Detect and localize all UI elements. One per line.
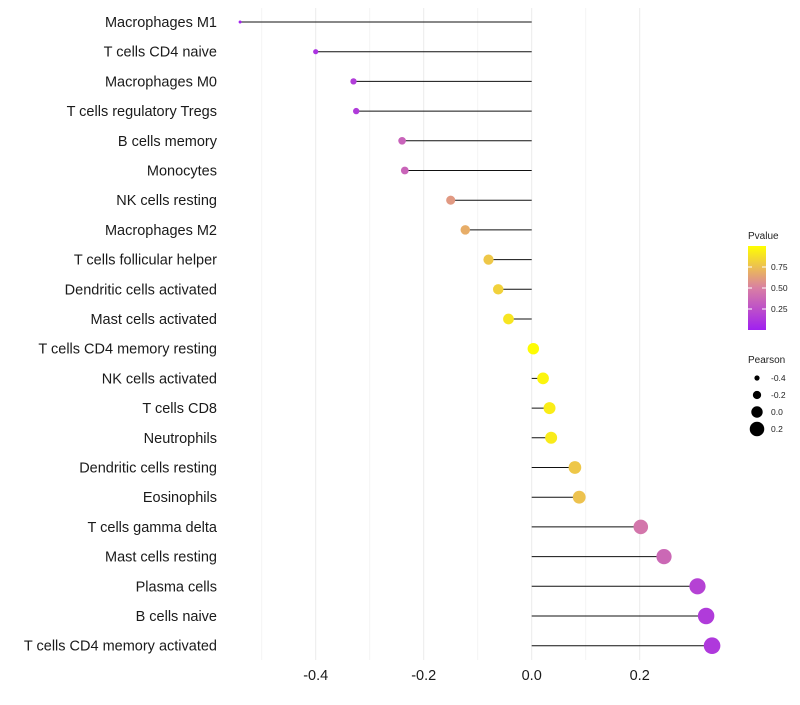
- category-label: T cells follicular helper: [74, 253, 217, 269]
- category-label: NK cells resting: [116, 193, 217, 209]
- pvalue-legend-title: Pvalue: [748, 231, 779, 242]
- data-point: [697, 607, 715, 625]
- data-point: [656, 548, 672, 565]
- size-key-label: -0.4: [771, 373, 786, 383]
- grid-layer: [261, 8, 641, 660]
- colorbar-tick-label: 0.75: [771, 262, 788, 272]
- pearson-legend: Pearson -0.4 -0.2 0.0 0.2: [748, 355, 786, 437]
- data-point: [238, 20, 242, 24]
- category-label: Neutrophils: [144, 431, 217, 447]
- data-point: [400, 166, 409, 175]
- data-point: [568, 461, 582, 474]
- dot-layer: [238, 20, 721, 655]
- category-label: Mast cells activated: [90, 312, 217, 328]
- data-point: [543, 402, 556, 415]
- colorbar-tick-label: 0.25: [771, 304, 788, 314]
- category-label: T cells CD4 memory resting: [38, 342, 217, 358]
- category-label: Plasma cells: [136, 579, 217, 595]
- category-label: NK cells activated: [102, 371, 217, 387]
- pearson-legend-title: Pearson: [748, 355, 785, 366]
- category-label: T cells CD4 memory activated: [24, 639, 217, 655]
- size-key-dot: [749, 421, 765, 437]
- x-tick-label: -0.2: [411, 668, 436, 684]
- y-axis-labels: Macrophages M1 T cells CD4 naive Macrophag…: [24, 15, 218, 655]
- data-point: [503, 313, 514, 325]
- category-label: Dendritic cells resting: [79, 461, 217, 477]
- colorbar-tick-label: 0.50: [771, 283, 788, 293]
- data-point: [398, 136, 406, 145]
- data-point: [353, 107, 360, 115]
- category-label: Dendritic cells activated: [65, 282, 217, 298]
- size-key-dot: [751, 406, 763, 418]
- size-key-dot: [754, 375, 760, 381]
- category-label: Monocytes: [147, 164, 217, 180]
- size-key-label: 0.0: [771, 407, 783, 417]
- data-point: [703, 637, 721, 655]
- x-axis-ticks: -0.4 -0.2 0.0 0.2: [303, 668, 650, 684]
- size-key-dot: [752, 390, 762, 400]
- data-point: [572, 490, 586, 504]
- x-tick-label: 0.0: [522, 668, 542, 684]
- category-label: B cells memory: [118, 134, 218, 150]
- category-label: Macrophages M0: [105, 74, 217, 90]
- data-point: [313, 49, 319, 55]
- pvalue-legend-ticks: 0.25 0.50 0.75: [748, 262, 788, 314]
- category-label: T cells CD8: [142, 401, 217, 417]
- x-tick-label: 0.2: [630, 668, 650, 684]
- category-label: Eosinophils: [143, 490, 217, 506]
- data-point: [689, 578, 706, 595]
- stem-layer: [240, 21, 713, 647]
- data-point: [483, 254, 494, 265]
- x-tick-label: -0.4: [303, 668, 328, 684]
- category-label: B cells naive: [136, 609, 217, 625]
- category-label: T cells gamma delta: [88, 520, 218, 536]
- data-point: [446, 195, 456, 205]
- size-key-label: -0.2: [771, 390, 786, 400]
- pvalue-legend: Pvalue 0.25 0.50 0.75: [748, 231, 788, 330]
- category-label: Macrophages M1: [105, 15, 217, 31]
- data-point: [537, 372, 549, 385]
- data-point: [460, 225, 471, 235]
- data-point: [633, 519, 649, 535]
- pvalue-colorbar: [748, 246, 766, 330]
- pearson-legend-keys: -0.4 -0.2 0.0 0.2: [749, 373, 786, 437]
- data-point: [527, 342, 540, 355]
- category-label: T cells CD4 naive: [104, 45, 217, 61]
- data-point: [545, 431, 558, 444]
- category-label: Macrophages M2: [105, 223, 217, 239]
- category-label: T cells regulatory Tregs: [67, 104, 217, 120]
- data-point: [350, 78, 357, 85]
- category-label: Mast cells resting: [105, 550, 217, 566]
- size-key-label: 0.2: [771, 424, 783, 434]
- data-point: [492, 284, 504, 295]
